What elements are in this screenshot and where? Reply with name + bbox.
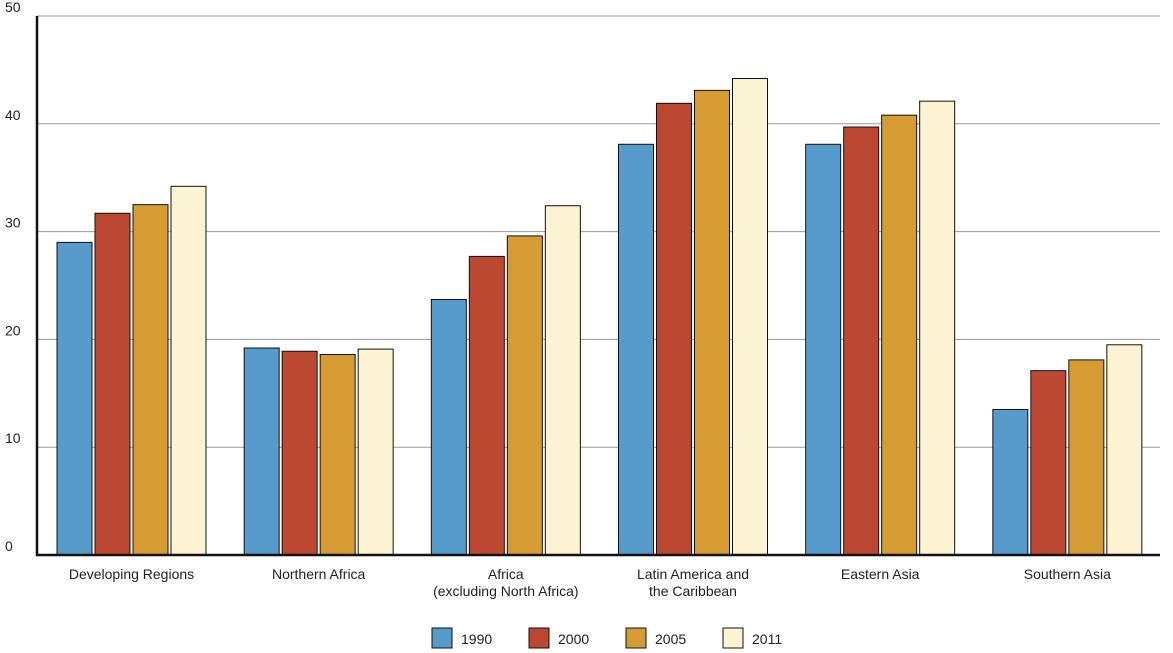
bars	[56, 78, 1143, 556]
category-label: Northern Africa	[272, 566, 366, 582]
legend: 1990 2000 2005 2011	[431, 627, 782, 649]
category-label: Africa (excluding North Africa)	[433, 566, 579, 599]
bar-1990	[618, 143, 654, 556]
bar-2011	[357, 348, 394, 556]
bar-2005	[1068, 359, 1105, 556]
legend-label: 2000	[558, 631, 589, 647]
bar-1990	[805, 143, 842, 556]
bar-2011	[170, 185, 207, 556]
category-label: Southern Asia	[1024, 566, 1111, 582]
bar-2000	[281, 350, 318, 556]
bar-2011	[919, 100, 956, 556]
bar-2000	[468, 255, 505, 556]
bar-1990	[56, 241, 93, 556]
legend-swatch	[431, 627, 453, 649]
bar-2005	[694, 89, 730, 556]
category-label: Eastern Asia	[841, 566, 920, 582]
bar-1990	[430, 299, 467, 556]
legend-label: 2005	[655, 631, 686, 647]
category-labels: Developing Regions Northern Africa Africa(…	[69, 566, 1111, 599]
category-label: Developing Regions	[69, 566, 194, 582]
y-tick-label: 40	[5, 107, 21, 123]
grid-lines	[37, 15, 1160, 448]
legend-swatch	[625, 627, 647, 649]
bar-1990	[992, 408, 1029, 556]
y-tick-labels: 0 10 20 30 40 50	[5, 0, 21, 554]
bar-2000	[843, 126, 880, 556]
y-tick-label: 50	[5, 0, 21, 15]
bar-2011	[732, 78, 768, 556]
legend-swatch	[722, 627, 744, 649]
bar-2005	[319, 353, 356, 556]
y-tick-label: 10	[5, 430, 21, 446]
bar-2000	[1030, 370, 1067, 556]
legend-swatch	[528, 627, 550, 649]
bar-2005	[132, 204, 169, 556]
legend-label: 1990	[461, 631, 492, 647]
bar-2000	[94, 212, 131, 556]
legend-label: 2011	[752, 631, 782, 647]
bar-1990	[243, 347, 280, 556]
y-tick-label: 0	[5, 538, 13, 554]
category-label: Latin America and the Caribbean	[637, 566, 749, 599]
axes	[35, 16, 1160, 557]
y-tick-label: 30	[5, 215, 21, 231]
bar-2005	[881, 114, 918, 556]
y-tick-label: 20	[5, 322, 21, 338]
bar-2011	[1106, 344, 1143, 556]
bar-2000	[656, 102, 692, 556]
bar-2011	[544, 205, 581, 556]
bar-2005	[506, 235, 543, 556]
